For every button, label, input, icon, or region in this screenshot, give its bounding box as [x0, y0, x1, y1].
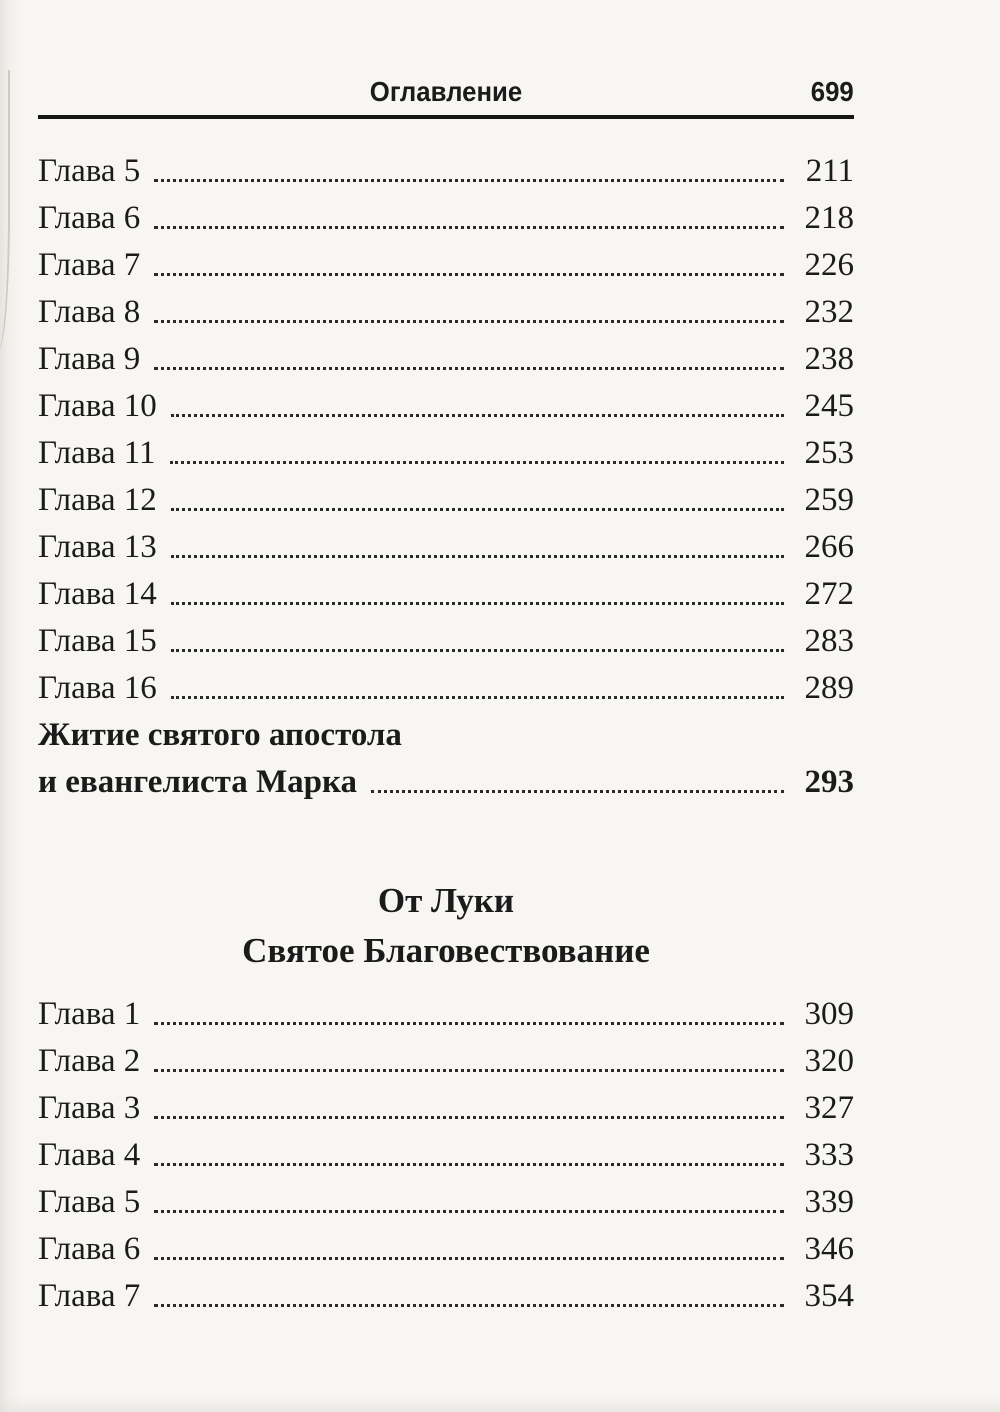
- toc-entry: Глава 4 333: [38, 1130, 854, 1177]
- dot-leader: [154, 1210, 784, 1213]
- dot-leader: [170, 555, 784, 558]
- toc-entry-page: 232: [804, 294, 855, 330]
- toc-entry: Глава 7 354: [38, 1271, 854, 1318]
- table-of-contents: Глава 5 211 Глава 6 218 Глава 7 226 Глав…: [38, 146, 854, 1318]
- toc-entry: Глава 13 266: [38, 522, 854, 569]
- toc-entry-page: 218: [804, 200, 855, 236]
- toc-entry: Глава 14 272: [38, 569, 854, 616]
- page-title: Оглавление: [369, 76, 523, 107]
- toc-entry-label: Глава 16: [38, 670, 157, 706]
- toc-entry-page: 253: [804, 435, 855, 471]
- dot-leader: [154, 226, 784, 229]
- toc-entry: Глава 9 238: [38, 334, 854, 381]
- running-head: Оглавление 699: [38, 76, 854, 112]
- scan-shadow-left: [0, 0, 22, 1412]
- dot-leader: [154, 320, 784, 323]
- toc-entry: Глава 1 309: [38, 989, 854, 1036]
- dot-leader: [154, 1304, 784, 1307]
- toc-entry-label: Глава 6: [38, 200, 141, 236]
- dot-leader: [154, 273, 784, 276]
- toc-entry-label: Глава 3: [38, 1090, 141, 1126]
- toc-entry-page: 266: [804, 529, 855, 565]
- dot-leader: [371, 790, 784, 793]
- dot-leader: [170, 414, 784, 417]
- toc-entry: Глава 12 259: [38, 475, 854, 522]
- toc-entry-page: 346: [804, 1231, 855, 1267]
- toc-entry-page: 272: [804, 576, 855, 612]
- toc-entry: Глава 11 253: [38, 428, 854, 475]
- toc-entry-page: 293: [804, 764, 855, 800]
- toc-entry-label: Глава 15: [38, 623, 157, 659]
- toc-entry-label: Глава 7: [38, 247, 141, 283]
- dot-leader: [154, 1257, 784, 1260]
- toc-entry: Глава 5 211: [38, 146, 854, 193]
- toc-entry: Глава 3 327: [38, 1083, 854, 1130]
- toc-entry-page: 283: [804, 623, 855, 659]
- page-header: Оглавление 699: [38, 76, 854, 119]
- toc-entry-page: 320: [804, 1043, 855, 1079]
- toc-entry: Глава 6 218: [38, 193, 854, 240]
- scan-shadow-bottom: [0, 1396, 1000, 1412]
- dot-leader: [170, 649, 784, 652]
- dot-leader: [170, 602, 784, 605]
- toc-entry: Глава 16 289: [38, 663, 854, 710]
- dot-leader: [170, 696, 784, 699]
- toc-entry: Глава 2 320: [38, 1036, 854, 1083]
- toc-entry-page: 259: [804, 482, 855, 518]
- header-rule: [38, 115, 854, 119]
- toc-entry-page: 289: [804, 670, 855, 706]
- toc-entry-page: 226: [804, 247, 855, 283]
- toc-entry: Глава 5 339: [38, 1177, 854, 1224]
- dot-leader: [154, 1163, 784, 1166]
- scan-page-curl: [0, 70, 10, 350]
- toc-entry-label: Глава 5: [38, 1184, 141, 1220]
- page-content: Оглавление 699 Глава 5 211 Глава 6 218 Г…: [38, 76, 854, 1318]
- toc-entry: Глава 8 232: [38, 287, 854, 334]
- toc-entry-label: Глава 13: [38, 529, 157, 565]
- toc-entry-page: 245: [804, 388, 855, 424]
- dot-leader: [154, 1069, 784, 1072]
- toc-entry-label: Глава 2: [38, 1043, 141, 1079]
- dot-leader: [154, 1022, 784, 1025]
- toc-entry-label: Глава 5: [38, 153, 141, 189]
- toc-entry-label: Глава 7: [38, 1278, 141, 1314]
- toc-entry-label: Глава 12: [38, 482, 157, 518]
- section-heading-luke: От Луки Святое Благовествование: [38, 876, 854, 976]
- dot-leader: [154, 367, 784, 370]
- toc-entry-life-of-mark: Житие святого апостола и евангелиста Мар…: [38, 710, 854, 804]
- folio-page-number: 699: [811, 76, 854, 107]
- dot-leader: [169, 461, 784, 464]
- section-heading-line1: От Луки: [377, 881, 515, 920]
- toc-section-2: Глава 1 309 Глава 2 320 Глава 3 327 Глав…: [38, 989, 854, 1318]
- toc-entry-page: 339: [804, 1184, 855, 1220]
- dot-leader: [154, 1116, 784, 1119]
- dot-leader: [154, 179, 784, 182]
- toc-entry-page: 333: [804, 1137, 855, 1173]
- dot-leader: [170, 508, 784, 511]
- toc-entry: Глава 6 346: [38, 1224, 854, 1271]
- toc-entry-label: Глава 11: [38, 435, 156, 471]
- toc-entry-label: Глава 9: [38, 341, 141, 377]
- toc-entry-label: Глава 10: [38, 388, 157, 424]
- toc-entry-page: 211: [805, 153, 854, 189]
- toc-entry-label: Глава 8: [38, 294, 141, 330]
- toc-entry-label: Глава 4: [38, 1137, 141, 1173]
- toc-entry: Глава 7 226: [38, 240, 854, 287]
- toc-entry-page: 327: [804, 1090, 855, 1126]
- toc-entry-page: 354: [804, 1278, 855, 1314]
- toc-entry-label: Глава 6: [38, 1231, 141, 1267]
- section-heading-line2: Святое Благовествование: [242, 931, 650, 970]
- toc-entry: Глава 10 245: [38, 381, 854, 428]
- toc-entry-label: Глава 1: [38, 996, 141, 1032]
- toc-entry-label: и евангелиста Марка: [38, 764, 357, 800]
- toc-entry-page: 238: [804, 341, 855, 377]
- toc-entry: Глава 15 283: [38, 616, 854, 663]
- toc-entry-life-line1: Житие святого апостола: [38, 717, 402, 753]
- toc-section-1: Глава 5 211 Глава 6 218 Глава 7 226 Глав…: [38, 146, 854, 710]
- toc-entry-label: Глава 14: [38, 576, 157, 612]
- toc-entry-life-line2-row: и евангелиста Марка 293: [38, 757, 854, 804]
- toc-entry-page: 309: [804, 996, 855, 1032]
